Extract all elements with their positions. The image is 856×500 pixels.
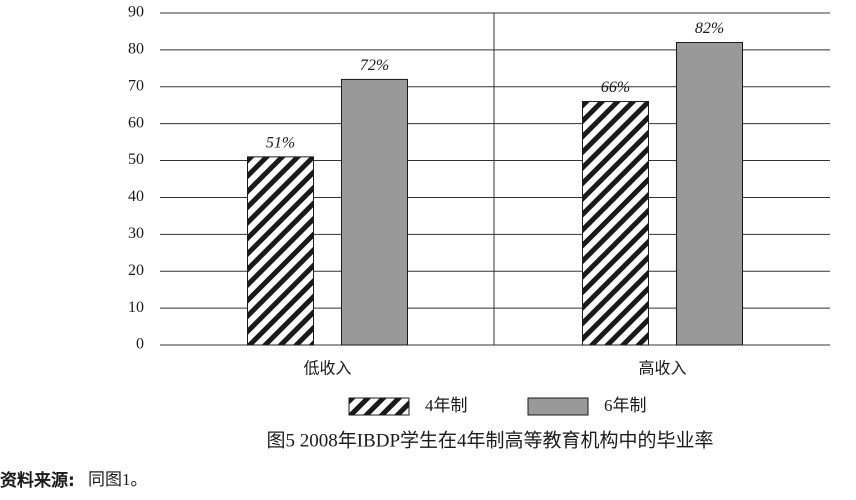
y-tick-label: 80 — [128, 41, 144, 58]
y-tick-label: 60 — [128, 114, 144, 131]
bar — [676, 42, 743, 346]
value-label: 66% — [601, 79, 630, 96]
bar — [247, 156, 314, 346]
y-tick-label: 0 — [136, 336, 144, 353]
bar — [341, 78, 408, 346]
y-tick-label: 50 — [128, 151, 144, 168]
value-label: 82% — [695, 20, 724, 37]
value-label: 51% — [266, 135, 295, 152]
x-tick-label: 低收入 — [303, 360, 351, 378]
value-label: 72% — [360, 57, 389, 74]
legend-swatch — [348, 397, 410, 416]
y-tick-label: 90 — [128, 4, 144, 21]
bar — [582, 101, 649, 346]
source-label: 资料来源: — [0, 470, 75, 491]
y-tick-label: 70 — [128, 77, 144, 94]
legend-label: 4年制 — [425, 396, 468, 415]
y-tick-label: 20 — [128, 262, 144, 279]
x-tick-label: 高收入 — [638, 360, 686, 378]
caption: 图5 2008年IBDP学生在4年制高等教育机构中的毕业率 — [266, 429, 713, 451]
legend-label: 6年制 — [604, 396, 647, 415]
source-text: 同图1。 — [88, 470, 148, 489]
y-tick-label: 40 — [128, 188, 144, 205]
legend-swatch — [527, 397, 589, 416]
y-tick-label: 10 — [128, 299, 144, 316]
y-tick-label: 30 — [128, 225, 144, 242]
